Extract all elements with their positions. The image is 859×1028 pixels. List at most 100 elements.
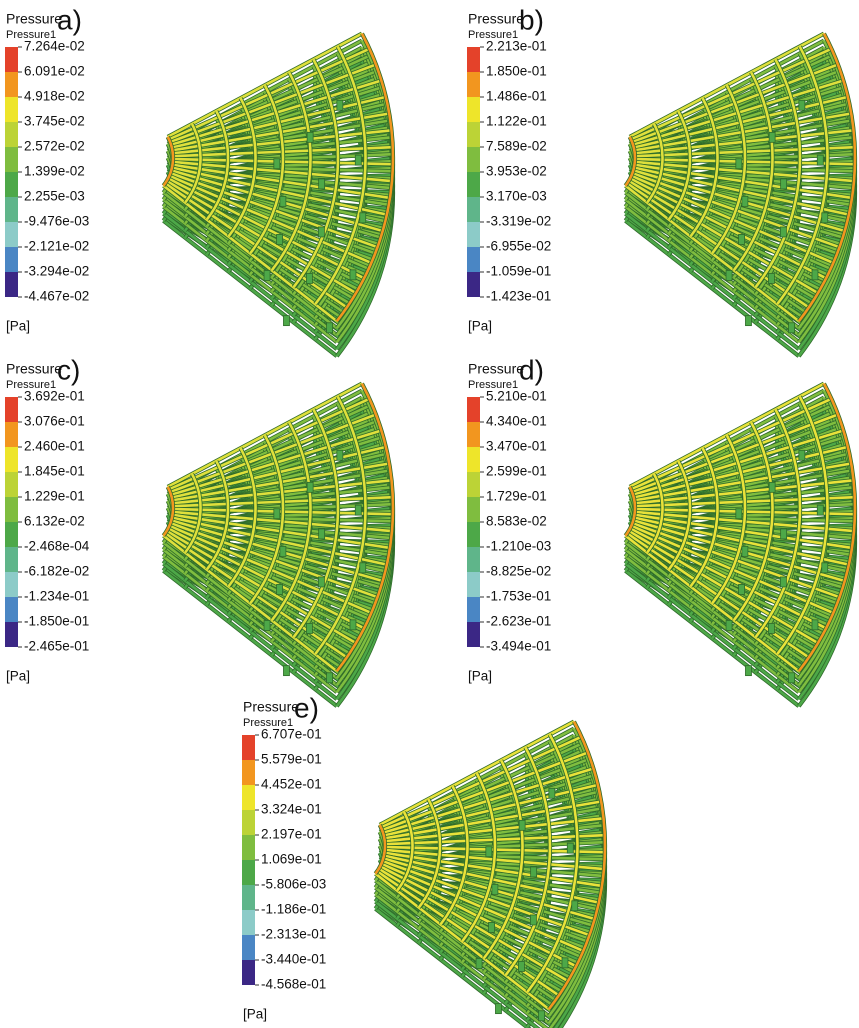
color-bin (467, 547, 480, 572)
panel-label: c) (57, 354, 80, 385)
panel-label: b) (519, 4, 544, 35)
legend-level: 3.324e-01 (261, 802, 322, 817)
post (736, 159, 742, 169)
legend-level: -3.294e-02 (24, 264, 89, 279)
legend-level: 4.340e-01 (486, 414, 547, 429)
post (337, 100, 343, 110)
post (318, 227, 324, 237)
legend-level: 8.583e-02 (486, 514, 547, 529)
legend-level: 2.599e-01 (486, 464, 547, 479)
color-bin (5, 597, 18, 622)
color-bin (5, 572, 18, 597)
color-bin (5, 97, 18, 122)
post (280, 196, 286, 206)
legend-title: Pressure (468, 361, 524, 377)
post (769, 132, 775, 142)
legend-level: 1.845e-01 (24, 464, 85, 479)
legend-unit: [Pa] (243, 1007, 267, 1022)
color-bin (242, 785, 255, 810)
color-bin (242, 860, 255, 885)
legend-level: -3.494e-01 (486, 639, 551, 654)
render (625, 384, 855, 707)
legend-level: 2.255e-03 (24, 189, 85, 204)
post (530, 915, 536, 925)
legend-level: 5.210e-01 (486, 389, 547, 404)
post (489, 922, 495, 932)
color-bin (5, 447, 18, 472)
legend-level: -1.850e-01 (24, 614, 89, 629)
post (739, 234, 745, 244)
render (625, 34, 855, 357)
color-bin (242, 760, 255, 785)
color-bin (467, 47, 480, 72)
post (274, 159, 280, 169)
legend-level: 1.850e-01 (486, 64, 547, 79)
post (549, 788, 555, 798)
post (280, 546, 286, 556)
panel: PressurePressure1c)3.692e-013.076e-012.4… (5, 354, 393, 706)
color-bin (5, 622, 18, 647)
post (307, 482, 313, 492)
post (742, 546, 748, 556)
legend-level: -3.440e-01 (261, 952, 326, 967)
post (812, 620, 818, 630)
color-bin (467, 422, 480, 447)
color-bin (5, 422, 18, 447)
legend-level: -1.753e-01 (486, 589, 551, 604)
color-bin (5, 497, 18, 522)
legend-level: -1.186e-01 (261, 902, 326, 917)
color-bin (5, 397, 18, 422)
post (742, 196, 748, 206)
legend-level: 3.692e-01 (24, 389, 85, 404)
legend-level: 3.745e-02 (24, 114, 85, 129)
legend-level: 3.170e-03 (486, 189, 547, 204)
panel: PressurePressure1a)7.264e-026.091e-024.9… (5, 4, 393, 356)
post (518, 961, 524, 971)
legend-level: 7.264e-02 (24, 39, 85, 54)
color-bin (467, 447, 480, 472)
post (789, 323, 795, 333)
post (486, 847, 492, 857)
panel-label: e) (294, 692, 319, 723)
post (327, 323, 333, 333)
color-bin (242, 960, 255, 985)
color-bin (467, 472, 480, 497)
post (327, 673, 333, 683)
post (736, 509, 742, 519)
post (492, 884, 498, 894)
color-bin (467, 622, 480, 647)
post (539, 1011, 545, 1021)
color-bin (242, 810, 255, 835)
color-bin (5, 47, 18, 72)
legend-level: 2.197e-01 (261, 827, 322, 842)
post (277, 584, 283, 594)
color-bin (5, 472, 18, 497)
color-bin (467, 72, 480, 97)
color-bin (5, 147, 18, 172)
post (822, 213, 828, 223)
legend-title: Pressure (6, 11, 62, 27)
render (163, 34, 393, 357)
post (768, 623, 774, 633)
legend-level: 1.729e-01 (486, 489, 547, 504)
color-bin (467, 497, 480, 522)
legend-level: 2.572e-02 (24, 139, 85, 154)
legend-level: -3.319e-02 (486, 214, 551, 229)
post (319, 529, 325, 539)
post (495, 1004, 501, 1014)
post (781, 179, 787, 189)
post (562, 958, 568, 968)
post (572, 901, 578, 911)
post (567, 843, 573, 853)
panel-label: d) (519, 354, 544, 385)
legend-level: 3.076e-01 (24, 414, 85, 429)
legend-unit: [Pa] (6, 319, 30, 334)
post (277, 234, 283, 244)
color-bin (242, 910, 255, 935)
color-bin (5, 72, 18, 97)
legend-level: -8.825e-02 (486, 564, 551, 579)
post (264, 270, 270, 280)
legend-unit: [Pa] (468, 319, 492, 334)
